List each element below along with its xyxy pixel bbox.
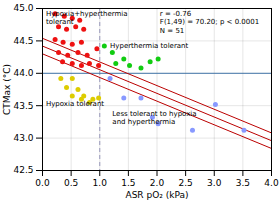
svg-text:ASR pO₂ (kPa): ASR pO₂ (kPa) <box>125 190 188 200</box>
svg-text:0.5: 0.5 <box>64 178 78 188</box>
svg-text:44.0: 44.0 <box>13 68 33 78</box>
svg-text:1.5: 1.5 <box>121 178 135 188</box>
svg-text:45.0: 45.0 <box>13 3 33 13</box>
svg-text:Hypoxia tolerant: Hypoxia tolerant <box>46 100 104 108</box>
svg-text:2.5: 2.5 <box>178 178 192 188</box>
svg-text:Hyperthermia tolerant: Hyperthermia tolerant <box>110 42 188 50</box>
svg-text:Less tolerant to hypoxiaand hy: Less tolerant to hypoxiaand hyperthermia <box>112 110 196 126</box>
svg-text:3.5: 3.5 <box>236 178 250 188</box>
svg-text:2.0: 2.0 <box>150 178 165 188</box>
svg-text:43.0: 43.0 <box>13 133 33 143</box>
svg-text:0.0: 0.0 <box>35 178 50 188</box>
svg-text:CTMax (°C): CTMax (°C) <box>2 64 12 115</box>
svg-text:4.0: 4.0 <box>264 178 279 188</box>
svg-text:Hypoxia+hyperthermiatolerant: Hypoxia+hyperthermiatolerant <box>46 10 128 26</box>
svg-text:42.5: 42.5 <box>13 165 33 175</box>
svg-text:43.5: 43.5 <box>13 101 33 111</box>
svg-text:3.0: 3.0 <box>207 178 222 188</box>
svg-text:1.0: 1.0 <box>93 178 108 188</box>
svg-text:44.5: 44.5 <box>13 36 33 46</box>
svg-text:r = -0.76F(1,49) = 70.20; p <: r = -0.76F(1,49) = 70.20; p < 0.0001N = … <box>160 10 259 35</box>
